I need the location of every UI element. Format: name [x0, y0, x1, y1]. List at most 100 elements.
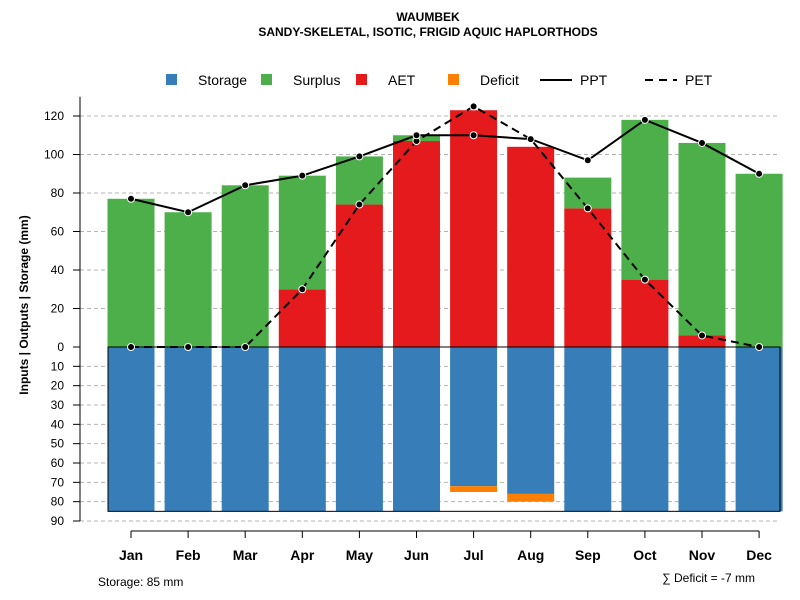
x-tick-label-oct: Oct: [633, 547, 657, 563]
point-pet-dec: [755, 343, 764, 351]
bar-surplus-apr: [278, 175, 326, 290]
bar-surplus-may: [335, 156, 383, 205]
legend-label-storage: Storage: [198, 72, 247, 88]
bar-aet-apr: [278, 289, 326, 347]
point-ppt-jan: [127, 194, 135, 203]
legend-swatch-aet: [356, 74, 367, 85]
bars: [107, 110, 783, 512]
bar-surplus-oct: [621, 119, 669, 280]
bar-deficit-jul: [450, 486, 498, 492]
point-ppt-feb: [184, 208, 193, 217]
x-tick-label-jan: Jan: [119, 547, 143, 563]
legend-swatch-surplus: [261, 74, 272, 85]
point-pet-may: [355, 200, 364, 209]
y-tick-label-lower-2: 30: [51, 398, 65, 412]
x-tick-label-jul: Jul: [463, 547, 483, 563]
bar-storage-jul: [450, 347, 498, 487]
bar-deficit-aug: [507, 493, 555, 502]
y-tick-label-lower-5: 60: [51, 456, 65, 470]
bar-storage-aug: [507, 347, 555, 494]
y-tick-label-upper-4: 80: [51, 186, 65, 200]
bar-surplus-feb: [164, 212, 212, 347]
y-tick-label-upper-0: 0: [57, 340, 64, 354]
y-tick-label-lower-8: 90: [51, 514, 65, 528]
y-tick-label-lower-7: 80: [51, 495, 65, 509]
y-tick-label-lower-4: 50: [51, 437, 65, 451]
axes: [73, 96, 781, 538]
point-ppt-aug: [526, 135, 535, 144]
point-pet-mar: [241, 343, 250, 351]
y-tick-label-upper-5: 100: [44, 148, 64, 162]
x-tick-label-may: May: [346, 547, 373, 563]
point-ppt-dec: [755, 169, 764, 178]
tick-labels: 0 20 40 60 80 100 120 10 20 30 40 50 60 70 80 90 Jan Feb M…: [44, 109, 772, 563]
bar-storage-jun: [393, 347, 440, 512]
bar-storage-apr: [278, 347, 326, 512]
bar-storage-oct: [621, 347, 669, 512]
legend-label-deficit: Deficit: [480, 72, 519, 88]
bar-aet-jul: [450, 110, 498, 347]
y-tick-label-lower-3: 40: [51, 417, 65, 431]
point-ppt-mar: [241, 181, 250, 190]
point-pet-feb: [184, 343, 193, 351]
point-ppt-jun: [412, 131, 421, 140]
legend: Storage Surplus AET Deficit PPT PET: [166, 72, 713, 88]
legend-label-pet: PET: [685, 72, 713, 88]
line-ppt: [130, 118, 760, 214]
storage-annotation: Storage: 85 mm: [98, 575, 183, 589]
point-pet-jan: [127, 343, 135, 351]
point-ppt-may: [355, 152, 364, 161]
point-ppt-sep: [583, 156, 592, 165]
point-pet-apr: [298, 285, 307, 294]
line-pet: [131, 105, 760, 348]
legend-swatch-storage: [166, 74, 177, 85]
y-tick-label-lower-0: 10: [51, 359, 65, 373]
y-tick-label-upper-6: 120: [44, 109, 64, 123]
x-tick-label-dec: Dec: [746, 547, 772, 563]
point-ppt-nov: [698, 138, 706, 147]
point-ppt-apr: [298, 171, 307, 180]
point-pet-sep: [583, 204, 592, 213]
x-tick-label-jun: Jun: [404, 547, 429, 563]
legend-label-aet: AET: [388, 72, 416, 88]
y-tick-label-lower-6: 70: [51, 475, 65, 489]
bar-aet-may: [335, 204, 383, 347]
x-tick-label-sep: Sep: [575, 547, 601, 563]
bar-storage-dec: [735, 347, 783, 512]
bar-surplus-sep: [564, 177, 612, 209]
bar-storage-sep: [564, 347, 612, 512]
chart-subtitle: SANDY-SKELETAL, ISOTIC, FRIGID AQUIC HAP…: [258, 25, 597, 39]
point-pet-nov: [698, 331, 706, 340]
x-tick-label-apr: Apr: [290, 547, 315, 563]
bar-aet-nov: [678, 335, 726, 347]
y-tick-label-lower-1: 20: [51, 379, 65, 393]
x-tick-label-mar: Mar: [233, 547, 258, 563]
series-lines: [127, 102, 764, 351]
point-pet-oct: [640, 275, 649, 284]
legend-label-surplus: Surplus: [293, 72, 340, 88]
x-tick-label-nov: Nov: [689, 547, 716, 563]
chart-title: WAUMBEK: [396, 10, 460, 24]
deficit-annotation: ∑ Deficit = -7 mm: [662, 571, 755, 585]
bar-storage-feb: [164, 347, 212, 512]
legend-swatch-deficit: [448, 74, 459, 85]
point-pet-jul: [469, 102, 478, 111]
x-tick-label-aug: Aug: [517, 547, 544, 563]
y-tick-label-upper-3: 60: [51, 225, 65, 239]
bar-aet-aug: [507, 146, 555, 347]
bar-storage-may: [335, 347, 383, 512]
bar-storage-nov: [678, 347, 726, 512]
legend-label-ppt: PPT: [580, 72, 608, 88]
bar-surplus-nov: [678, 142, 726, 336]
bar-surplus-dec: [735, 173, 783, 347]
bar-surplus-jan: [107, 198, 155, 347]
bar-storage-jan: [107, 347, 155, 512]
bar-aet-sep: [564, 208, 612, 347]
y-tick-label-upper-2: 40: [51, 263, 65, 277]
bar-aet-oct: [621, 279, 669, 347]
bar-storage-mar: [221, 347, 269, 512]
point-ppt-oct: [640, 115, 649, 124]
x-tick-label-feb: Feb: [176, 547, 201, 563]
bar-surplus-mar: [221, 185, 269, 347]
